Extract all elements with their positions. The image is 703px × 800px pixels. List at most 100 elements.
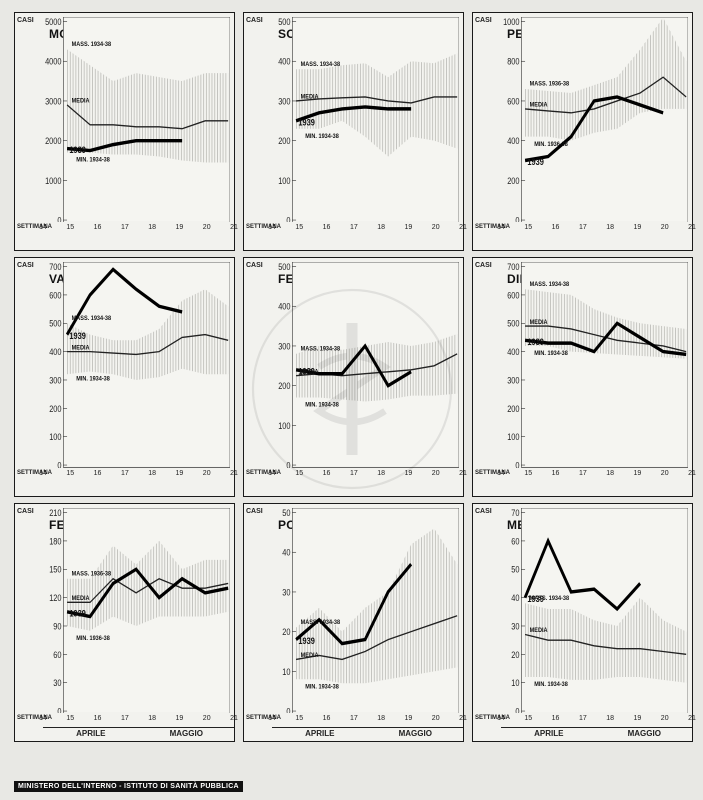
x-tick: 19	[176, 224, 184, 231]
x-tick: 20	[432, 224, 440, 231]
x-axis: 1415161718192021	[501, 224, 692, 250]
svg-text:5000: 5000	[45, 17, 62, 27]
x-tick: 19	[634, 715, 642, 722]
svg-text:MIN. 1934-38: MIN. 1934-38	[305, 683, 339, 691]
x-tick: 14	[268, 715, 276, 722]
svg-text:MEDIA: MEDIA	[301, 651, 319, 659]
svg-text:MEDIA: MEDIA	[72, 594, 90, 602]
page-root: CASI MORBILLO 010002000300040005000 MASS…	[0, 0, 703, 800]
svg-text:0: 0	[286, 215, 290, 223]
svg-text:400: 400	[49, 347, 62, 358]
plot-area: 010203040506070 MASS. 1934-38MEDIAMIN. 1…	[501, 508, 688, 713]
x-tick: 19	[634, 224, 642, 231]
x-tick: 15	[295, 224, 303, 231]
x-tick: 19	[405, 470, 413, 477]
x-tick: 16	[323, 224, 331, 231]
svg-text:MEDIA: MEDIA	[530, 101, 548, 109]
y-axis-label: CASI	[17, 17, 34, 24]
x-month-labels: APRILEMAGGIO	[43, 727, 234, 738]
svg-text:30: 30	[511, 620, 520, 631]
svg-text:500: 500	[507, 318, 520, 329]
svg-text:MASS. 1934-38: MASS. 1934-38	[301, 60, 341, 68]
x-tick: 20	[432, 715, 440, 722]
svg-text:600: 600	[507, 290, 520, 301]
svg-text:400: 400	[278, 56, 291, 67]
x-tick: 20	[203, 470, 211, 477]
svg-text:400: 400	[278, 301, 291, 312]
svg-text:0: 0	[57, 215, 61, 223]
svg-text:500: 500	[49, 318, 62, 329]
x-axis: 1415161718192021	[43, 470, 234, 496]
svg-text:1939: 1939	[527, 593, 544, 604]
x-tick: 20	[203, 224, 211, 231]
x-month-labels: APRILEMAGGIO	[272, 727, 463, 738]
svg-text:210: 210	[49, 508, 62, 518]
x-axis: 1415161718192021APRILEMAGGIO	[501, 715, 692, 741]
svg-text:400: 400	[507, 347, 520, 358]
y-axis-label: CASI	[246, 262, 263, 269]
footer-credit: MINISTERO DELL'INTERNO - ISTITUTO DI SAN…	[14, 781, 243, 792]
plot-area: 0100200300400500 MASS. 1934-38MEDIAMIN. …	[272, 262, 459, 467]
x-tick: 17	[121, 224, 129, 231]
svg-text:50: 50	[282, 508, 291, 518]
y-axis-label: CASI	[475, 508, 492, 515]
svg-text:3000: 3000	[45, 96, 62, 107]
y-axis-label: CASI	[475, 17, 492, 24]
svg-text:MEDIA: MEDIA	[301, 93, 319, 101]
x-axis: 1415161718192021APRILEMAGGIO	[272, 715, 463, 741]
svg-text:30: 30	[282, 586, 291, 597]
svg-text:0: 0	[57, 705, 61, 713]
y-axis-label: CASI	[475, 262, 492, 269]
svg-text:MIN. 1934-38: MIN. 1934-38	[534, 350, 568, 358]
y-axis-label: CASI	[17, 508, 34, 515]
svg-text:1939: 1939	[69, 331, 86, 342]
x-tick: 15	[524, 224, 532, 231]
svg-text:1000: 1000	[503, 17, 520, 27]
plot-area: 01020304050 MASS. 1934-38MEDIAMIN. 1934-…	[272, 508, 459, 713]
svg-text:1939: 1939	[527, 156, 544, 167]
x-tick: 18	[148, 715, 156, 722]
svg-text:MIN. 1934-38: MIN. 1934-38	[534, 680, 568, 688]
svg-text:700: 700	[507, 262, 520, 272]
x-tick: 21	[688, 224, 696, 231]
svg-text:0: 0	[57, 460, 61, 468]
x-tick: 19	[176, 715, 184, 722]
svg-text:MIN. 1934-38: MIN. 1934-38	[305, 132, 339, 140]
x-tick: 19	[405, 715, 413, 722]
x-tick: 16	[323, 715, 331, 722]
svg-text:180: 180	[49, 535, 62, 546]
y-axis-label: CASI	[246, 508, 263, 515]
svg-text:MIN. 1936-38: MIN. 1936-38	[534, 140, 568, 148]
svg-text:300: 300	[278, 341, 291, 352]
svg-text:300: 300	[49, 375, 62, 386]
svg-text:10: 10	[511, 677, 520, 688]
svg-text:600: 600	[49, 290, 62, 301]
svg-text:60: 60	[511, 535, 520, 546]
svg-text:MEDIA: MEDIA	[530, 626, 548, 634]
svg-text:60: 60	[53, 649, 62, 660]
svg-text:600: 600	[507, 96, 520, 107]
svg-text:10: 10	[282, 666, 291, 677]
svg-text:70: 70	[511, 508, 520, 518]
x-tick: 16	[323, 470, 331, 477]
x-tick: 15	[66, 224, 74, 231]
svg-text:1000: 1000	[45, 175, 62, 186]
svg-text:MASS. 1934-38: MASS. 1934-38	[72, 40, 112, 48]
svg-text:200: 200	[278, 135, 291, 146]
x-tick: 17	[350, 715, 358, 722]
svg-text:200: 200	[49, 403, 62, 414]
svg-text:MIN. 1934-38: MIN. 1934-38	[76, 156, 110, 164]
chart-grid: CASI MORBILLO 010002000300040005000 MASS…	[14, 12, 693, 742]
svg-text:1939: 1939	[298, 366, 315, 377]
svg-text:300: 300	[507, 375, 520, 386]
x-tick: 19	[634, 470, 642, 477]
x-tick: 14	[39, 715, 47, 722]
x-tick: 19	[405, 224, 413, 231]
svg-text:MASS. 1934-38: MASS. 1934-38	[530, 281, 570, 289]
x-tick: 21	[459, 470, 467, 477]
svg-text:MASS. 1934-38: MASS. 1934-38	[301, 618, 341, 626]
x-tick: 17	[350, 470, 358, 477]
x-tick: 17	[579, 715, 587, 722]
x-tick: 20	[661, 470, 669, 477]
svg-text:1939: 1939	[298, 635, 315, 646]
